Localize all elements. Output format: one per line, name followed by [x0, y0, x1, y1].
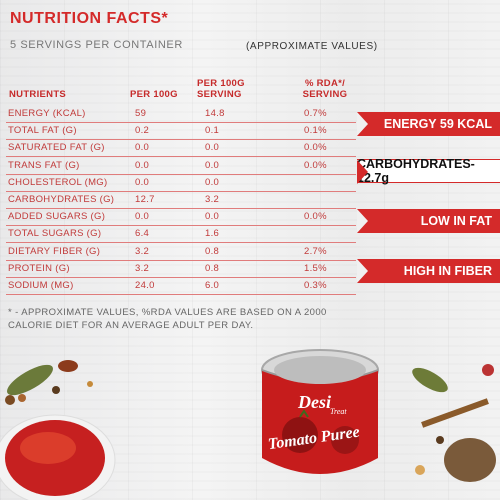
row-divider	[6, 156, 356, 158]
per-serving-value: 0.0	[205, 142, 220, 154]
servings-subtitle: 5 SERVINGS PER CONTAINER	[10, 39, 183, 51]
banner-low-fat: LOW IN FAT	[357, 209, 500, 233]
nutrient-name: CARBOHYDRATES (G)	[8, 194, 115, 205]
rda-value: 0.0%	[304, 211, 327, 223]
nutrient-name: DIETARY FIBER (G)	[8, 245, 101, 257]
per-serving-value: 0.8	[205, 262, 220, 274]
banner-low-fat-label: LOW IN FAT	[420, 214, 492, 228]
per-serving-value: 0.0	[205, 211, 220, 223]
banner-high-fiber: HIGH IN FIBER	[357, 259, 500, 283]
chili-icon	[58, 360, 78, 372]
food-illustration: Desi Treat Tomato Puree	[0, 349, 496, 500]
cinnamon-icon	[421, 398, 489, 428]
per-serving-value: 0.1	[205, 125, 220, 137]
nutrient-name: TOTAL FAT (G)	[8, 125, 77, 137]
rda-value: 1.5%	[304, 262, 327, 274]
table-row: TOTAL FAT (G) 0.2 0.1 0.1%	[6, 123, 356, 141]
row-divider	[6, 190, 356, 192]
header-per-serving: PER 100G SERVING	[197, 78, 245, 100]
table-row: CARBOHYDRATES (G) 12.7 3.2	[6, 192, 356, 209]
footnote: * - APPROXIMATE VALUES, %RDA VALUES ARE …	[8, 307, 327, 331]
table-row: PROTEIN (G) 3.2 0.8 1.5%	[6, 261, 356, 278]
per-serving-value: 6.0	[205, 280, 220, 291]
per-serving-value: 1.6	[205, 228, 220, 240]
row-divider	[6, 139, 356, 141]
rda-value: 0.1%	[304, 125, 327, 137]
row-divider	[6, 122, 356, 123]
per-100g-value: 24.0	[135, 280, 155, 291]
nutrient-name: PROTEIN (G)	[8, 262, 70, 274]
nutrient-name: TRANS FAT (G)	[8, 159, 80, 171]
per-serving-value: 0.8	[205, 245, 220, 257]
row-divider	[6, 173, 356, 175]
per-100g-value: 0.0	[135, 176, 150, 188]
rda-value: 0.3%	[304, 280, 327, 291]
banner-carbohydrates: CARBOHYDRATES-12.7g	[357, 157, 500, 185]
per-100g-value: 3.2	[135, 245, 150, 257]
banner-high-fiber-label: HIGH IN FIBER	[403, 264, 492, 278]
per-serving-value: 14.8	[205, 108, 225, 119]
header-rda: % RDA*/ SERVING	[302, 78, 348, 100]
header-per-100g: PER 100G	[130, 89, 178, 100]
per-100g-value: 6.4	[135, 228, 150, 240]
row-divider	[6, 259, 356, 261]
per-100g-value: 59	[135, 108, 147, 119]
brand-logo: Desi	[297, 392, 331, 412]
row-divider	[6, 242, 356, 244]
per-serving-value: 0.0	[205, 159, 220, 171]
row-divider	[6, 276, 356, 278]
tomato-puree-can	[261, 349, 379, 474]
svg-text:Treat: Treat	[330, 407, 347, 416]
nutrient-name: SATURATED FAT (G)	[8, 142, 105, 154]
nutrient-name: CHOLESTEROL (MG)	[8, 176, 108, 188]
banner-carbohydrates-label: CARBOHYDRATES-12.7g	[357, 157, 475, 185]
nutrient-name: TOTAL SUGARS (G)	[8, 228, 102, 240]
table-row: SATURATED FAT (G) 0.0 0.0 0.0%	[6, 140, 356, 158]
per-100g-value: 0.0	[135, 142, 150, 154]
rda-value: 2.7%	[304, 245, 327, 257]
per-serving-value: 0.0	[205, 176, 220, 188]
row-divider	[6, 294, 356, 295]
per-100g-value: 0.0	[135, 211, 150, 223]
table-row: DIETARY FIBER (G) 3.2 0.8 2.7%	[6, 244, 356, 261]
table-row: ADDED SUGARS (G) 0.0 0.0 0.0%	[6, 209, 356, 227]
table-row: TRANS FAT (G) 0.0 0.0 0.0%	[6, 158, 356, 175]
approximate-values-note: (APPROXIMATE VALUES)	[246, 41, 378, 52]
rda-value: 0.7%	[304, 108, 327, 119]
banner-energy: ENERGY 59 KCAL	[357, 112, 500, 136]
row-divider	[6, 225, 356, 227]
nutrient-name: ADDED SUGARS (G)	[8, 211, 106, 223]
banner-energy-label: ENERGY 59 KCAL	[383, 117, 492, 131]
bay-leaf-icon	[7, 364, 53, 396]
header-nutrients: NUTRIENTS	[9, 89, 67, 100]
per-100g-value: 0.0	[135, 159, 150, 171]
per-100g-value: 12.7	[135, 194, 155, 205]
nutrient-name: ENERGY (KCAL)	[8, 108, 86, 119]
per-100g-value: 0.2	[135, 125, 150, 137]
table-row: TOTAL SUGARS (G) 6.4 1.6	[6, 226, 356, 244]
rda-value: 0.0%	[304, 159, 327, 171]
table-row: ENERGY (KCAL) 59 14.8 0.7%	[6, 106, 356, 123]
table-row: SODIUM (MG) 24.0 6.0 0.3%	[6, 278, 356, 295]
per-serving-value: 3.2	[205, 194, 220, 205]
table-row: CHOLESTEROL (MG) 0.0 0.0	[6, 175, 356, 192]
row-divider	[6, 208, 356, 209]
spice-pile-icon	[444, 438, 496, 482]
per-100g-value: 3.2	[135, 262, 150, 274]
nutrient-name: SODIUM (MG)	[8, 280, 74, 291]
rda-value: 0.0%	[304, 142, 327, 154]
page-title: NUTRITION FACTS*	[10, 10, 169, 27]
